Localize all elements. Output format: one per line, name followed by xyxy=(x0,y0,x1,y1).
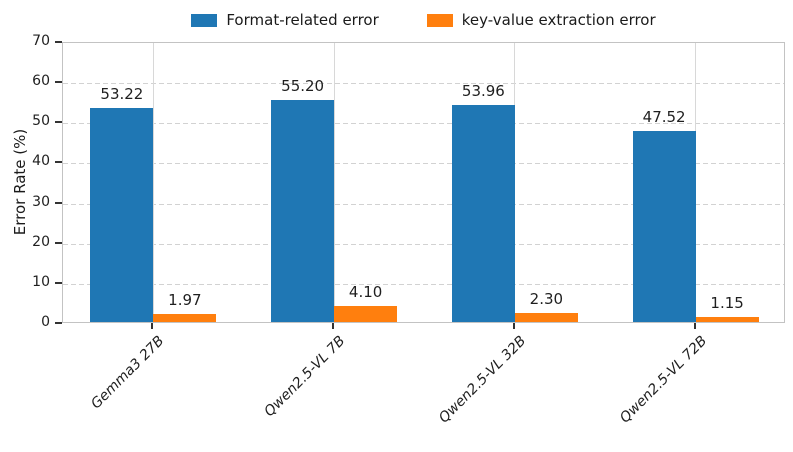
y-tick-label: 0 xyxy=(41,314,50,330)
y-tick-mark xyxy=(55,81,62,84)
bar-key-value-extraction-error-gemma3-27b xyxy=(153,314,217,322)
horizontal-gridline xyxy=(63,83,784,85)
bar-key-value-extraction-error-qwen2-5-vl-7b xyxy=(334,305,398,322)
legend-label: key-value extraction error xyxy=(461,11,656,29)
bar-key-value-extraction-error-qwen2-5-vl-72b xyxy=(695,317,759,322)
x-tick-mark xyxy=(512,323,515,329)
x-tick-mark xyxy=(332,323,335,329)
legend: Format-related error key-value extractio… xyxy=(62,8,785,32)
x-tick-mark xyxy=(151,323,154,329)
x-category-label: Qwen2.5-VL 32B xyxy=(435,333,530,427)
y-tick-mark xyxy=(55,121,62,124)
y-tick-mark xyxy=(55,241,62,244)
bar-format-related-error-qwen2-5-vl-32b xyxy=(451,105,515,322)
horizontal-gridline xyxy=(63,123,784,125)
x-category-label: Gemma3 27B xyxy=(88,333,168,413)
y-tick-mark xyxy=(55,281,62,284)
vertical-gridline xyxy=(152,43,154,322)
y-tick-mark xyxy=(55,161,62,164)
horizontal-gridline xyxy=(63,203,784,205)
bar-value-label: 2.30 xyxy=(529,289,564,308)
legend-label: Format-related error xyxy=(226,11,379,29)
bar-format-related-error-gemma3-27b xyxy=(90,108,154,322)
vertical-gridline xyxy=(695,43,697,322)
bar-format-related-error-qwen2-5-vl-72b xyxy=(632,131,696,322)
x-tick-mark xyxy=(693,323,696,329)
bar-value-label: 1.97 xyxy=(168,291,202,310)
bar-value-label: 55.20 xyxy=(281,77,325,96)
legend-item-key-value-extraction-error: key-value extraction error xyxy=(426,11,656,29)
y-tick-label: 40 xyxy=(32,153,50,170)
bar-value-label: 53.96 xyxy=(461,82,505,101)
y-tick-label: 30 xyxy=(32,193,50,210)
y-tick-label: 60 xyxy=(32,73,50,90)
y-axis-title: Error Rate (%) xyxy=(11,128,29,236)
y-tick-mark xyxy=(55,201,62,204)
orange-swatch-icon xyxy=(426,13,453,27)
bar-value-label: 1.15 xyxy=(710,294,744,313)
vertical-gridline xyxy=(514,43,516,322)
y-tick-mark xyxy=(55,41,62,43)
legend-item-format-related-error: Format-related error xyxy=(191,11,379,29)
x-category-label: Qwen2.5-VL 72B xyxy=(616,333,710,427)
plot-area: 53.22 55.20 53.96 47.52 1.97 4.10 2.30 1.15 xyxy=(62,42,785,323)
bar-value-label: 53.22 xyxy=(100,85,144,104)
bar-value-label: 4.10 xyxy=(348,282,383,301)
bar-format-related-error-qwen2-5-vl-7b xyxy=(271,100,335,322)
y-tick-label: 70 xyxy=(32,33,50,49)
horizontal-gridline xyxy=(63,283,784,285)
horizontal-gridline xyxy=(63,163,784,165)
y-tick-label: 10 xyxy=(32,273,50,290)
bar-value-label: 47.52 xyxy=(642,108,686,127)
y-tick-label: 50 xyxy=(32,113,50,130)
vertical-gridline xyxy=(333,43,335,322)
blue-swatch-icon xyxy=(191,13,218,27)
bar-key-value-extraction-error-qwen2-5-vl-32b xyxy=(514,312,578,322)
y-tick-label: 20 xyxy=(32,233,50,250)
x-category-label: Qwen2.5-VL 7B xyxy=(261,333,349,421)
y-tick-mark xyxy=(55,322,62,324)
horizontal-gridline xyxy=(63,243,784,245)
